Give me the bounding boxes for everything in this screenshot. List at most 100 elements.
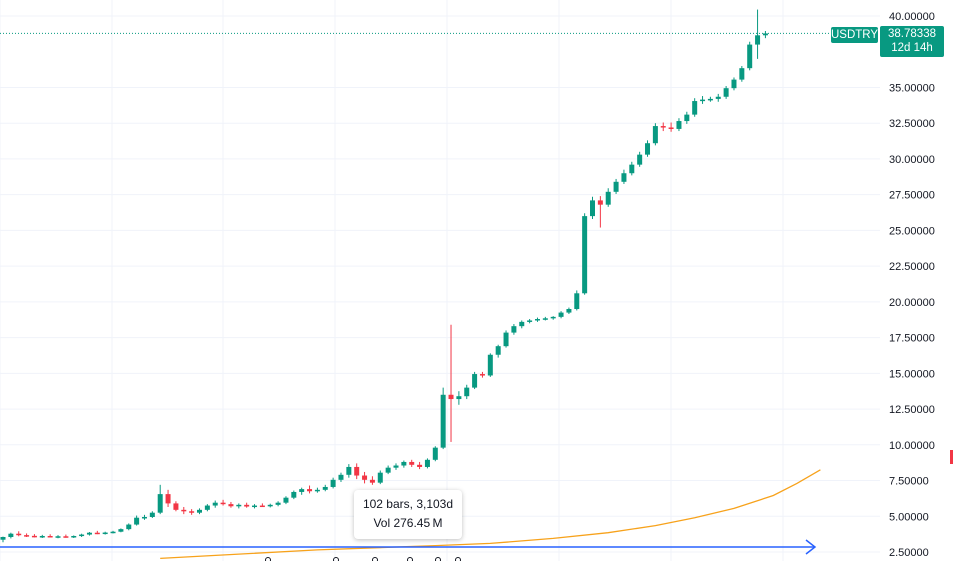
candle-body	[660, 126, 666, 128]
bar-countdown: 12d 14h	[891, 42, 933, 54]
candle-body	[126, 524, 132, 530]
candle-body	[322, 486, 328, 490]
candle-body	[472, 374, 478, 388]
y-tick-label: 30.00000	[889, 154, 935, 166]
candle-body	[8, 533, 14, 537]
candle-body	[283, 497, 289, 503]
candle-body	[369, 479, 375, 483]
drawing-handle-icon	[265, 557, 271, 561]
candle-body	[252, 505, 258, 508]
candle-body	[314, 489, 320, 492]
y-tick-label: 5.00000	[889, 511, 929, 523]
range-arrow-head	[805, 539, 817, 555]
candle-body	[149, 512, 155, 517]
candle-body	[684, 114, 690, 122]
candle-body	[299, 489, 305, 492]
y-tick-label: 32.50000	[889, 118, 935, 130]
candle-body	[377, 472, 383, 483]
candle-body	[605, 191, 611, 205]
candle-body	[645, 143, 651, 155]
candle-body	[55, 536, 61, 538]
y-tick-label: 12.50000	[889, 404, 935, 416]
candle-body	[16, 533, 22, 536]
candle-body	[637, 154, 643, 165]
candle-body	[134, 517, 140, 525]
candle-body	[0, 536, 6, 540]
candle-body	[338, 474, 344, 480]
candle-body	[739, 68, 745, 80]
candle-body	[385, 467, 391, 473]
candle-body	[440, 394, 446, 448]
candle-body	[228, 504, 234, 507]
candle-body	[244, 504, 250, 507]
candle-body	[141, 516, 147, 519]
candle-body	[189, 511, 195, 513]
candle-body	[755, 35, 761, 45]
candle-body	[71, 535, 77, 538]
candle-body	[692, 101, 698, 115]
candle-body	[362, 475, 368, 480]
y-tick-label: 22.50000	[889, 261, 935, 273]
tooltip-bars: 102 bars, 3,103d	[362, 497, 454, 511]
y-tick-label: 40.00000	[889, 11, 935, 23]
y-tick-label: 2.50000	[889, 547, 929, 559]
candle-body	[291, 491, 297, 498]
candle-body	[197, 509, 202, 513]
candle-body	[401, 461, 407, 466]
candle-body	[715, 96, 721, 99]
candle-body	[432, 447, 438, 460]
candle-body	[39, 535, 45, 538]
candle-body	[86, 532, 92, 535]
candle-body	[157, 494, 163, 513]
drawing-handle-icon	[435, 557, 441, 561]
candle-body	[409, 461, 415, 465]
candle-body	[165, 494, 171, 504]
candle-body	[566, 309, 572, 313]
candle-body	[503, 332, 509, 347]
moving-average-line	[160, 469, 821, 560]
y-tick-label: 25.00000	[889, 225, 935, 237]
candle-body	[275, 502, 281, 505]
candle-body	[629, 164, 635, 174]
candle-body	[652, 126, 658, 144]
candle-body	[723, 88, 729, 97]
candle-body	[24, 535, 30, 537]
candle-body	[102, 532, 108, 535]
candle-body	[621, 173, 627, 182]
y-tick-label: 20.00000	[889, 297, 935, 309]
candle-body	[110, 531, 116, 534]
measure-tooltip: 102 bars, 3,103d Vol 276.45 M	[354, 490, 462, 539]
candle-body	[448, 394, 454, 400]
candle-body	[220, 502, 226, 505]
candle-body	[236, 504, 242, 507]
candle-body	[762, 33, 768, 36]
candle-body	[94, 532, 100, 535]
candle-body	[747, 44, 753, 69]
last-price-value: 38.78338	[888, 28, 936, 40]
candle-body	[511, 326, 517, 333]
candle-body	[676, 121, 682, 129]
candle-body	[118, 529, 124, 532]
candle-body	[393, 465, 399, 468]
candle-body	[590, 200, 595, 217]
candle-body	[267, 504, 273, 507]
candle-body	[456, 396, 462, 400]
candle-body	[534, 319, 540, 321]
drawing-handle-icon	[407, 557, 413, 561]
candle-body	[731, 79, 737, 89]
y-tick-label: 27.50000	[889, 190, 935, 202]
candle-body	[354, 466, 360, 476]
candle-body	[574, 293, 580, 310]
candle-body	[307, 489, 313, 492]
candle-body	[495, 346, 501, 355]
candle-body	[542, 318, 548, 320]
last-price-label: 38.78338 12d 14h	[880, 26, 944, 57]
symbol-label: USDTRY	[831, 27, 879, 43]
y-tick-label: 10.00000	[889, 440, 935, 452]
candle-body	[582, 216, 588, 294]
candle-body	[204, 505, 210, 510]
drawing-handle-icon	[455, 557, 461, 561]
candle-body	[31, 535, 37, 538]
